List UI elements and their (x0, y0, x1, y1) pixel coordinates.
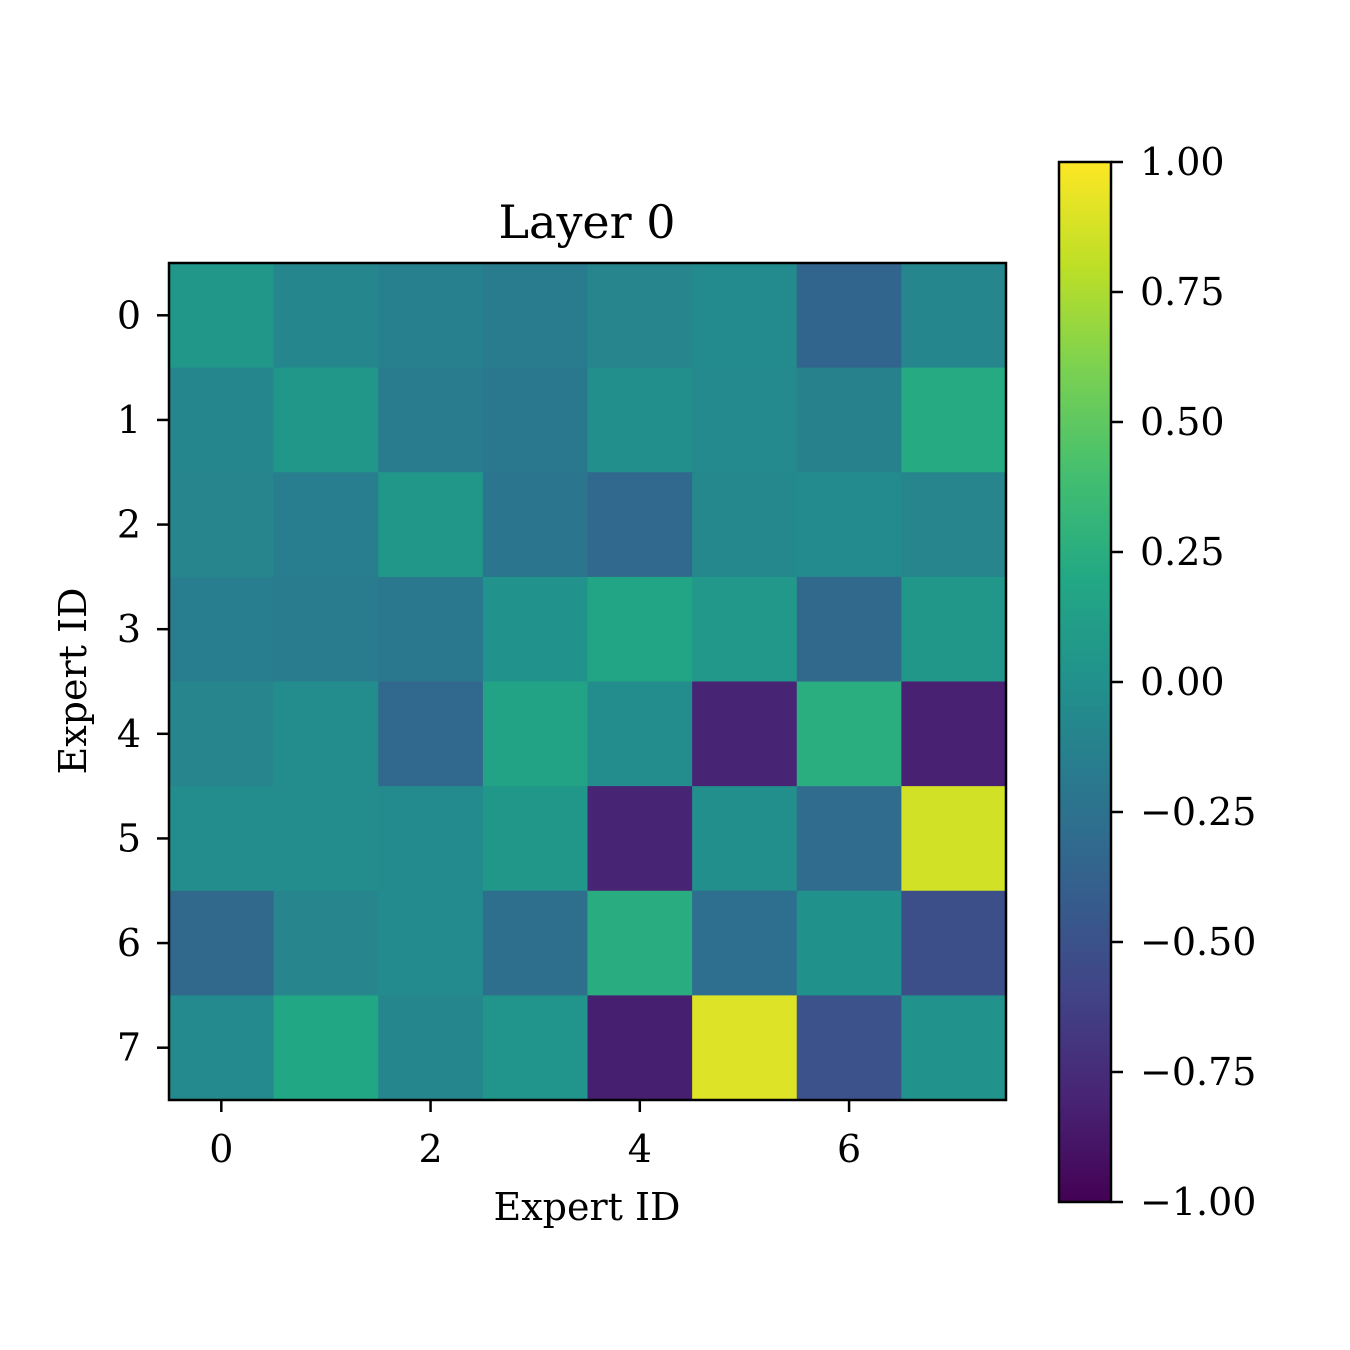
y-tick-label: 5 (117, 816, 141, 860)
heatmap-cell-1-1 (273, 367, 379, 473)
heatmap-cell-2-1 (273, 472, 379, 578)
heatmap-cell-7-1 (273, 995, 379, 1101)
heatmap-cell-7-6 (796, 995, 902, 1101)
heatmap-cell-4-7 (901, 681, 1007, 787)
heatmap-cell-5-5 (692, 786, 798, 892)
heatmap-cell-0-1 (273, 263, 379, 369)
heatmap-cell-1-3 (482, 367, 589, 473)
heatmap-cell-3-1 (273, 576, 379, 683)
heatmap-cell-6-5 (692, 890, 798, 996)
heatmap-cell-7-2 (378, 995, 484, 1101)
heatmap-cell-2-0 (169, 472, 275, 578)
colorbar-ticks: 1.00 0.75 0.50 0.25 0.00 −0.25 −0.50 −0.75 −1.00 (1111, 140, 1256, 1224)
colorbar-tick-label: −0.75 (1140, 1050, 1256, 1094)
heatmap-cell-2-2 (378, 472, 484, 578)
heatmap-cell-3-3 (482, 576, 589, 683)
colorbar-tick-label: 0.25 (1140, 530, 1225, 574)
heatmap-cell-2-4 (587, 472, 693, 578)
heatmap-cell-1-7 (901, 367, 1007, 473)
heatmap-cell-7-5 (692, 995, 798, 1101)
colorbar-tick-label: 0.50 (1140, 400, 1225, 444)
y-tick-label: 1 (117, 398, 141, 442)
colorbar-tick-label: 1.00 (1140, 140, 1225, 184)
heatmap-cell-5-4 (587, 786, 693, 892)
heatmap-cell-0-6 (796, 263, 902, 369)
heatmap-cell-3-6 (796, 576, 902, 683)
heatmap-cell-4-1 (273, 681, 379, 787)
heatmap-cell-0-4 (587, 263, 693, 369)
colorbar (1057, 160, 1113, 1204)
heatmap-cell-5-3 (482, 786, 589, 892)
y-axis-label: Expert ID (51, 588, 95, 775)
x-axis-label: Expert ID (494, 1185, 681, 1229)
heatmap-cell-6-4 (587, 890, 693, 996)
heatmap-cell-6-7 (901, 890, 1007, 996)
heatmap-cell-0-5 (692, 263, 798, 369)
heatmap-cell-1-5 (692, 367, 798, 473)
heatmap-cell-0-2 (378, 263, 484, 369)
heatmap-cell-2-5 (692, 472, 798, 578)
heatmap-cell-2-3 (482, 472, 589, 578)
heatmap-cell-4-4 (587, 681, 693, 787)
heatmap-cell-6-3 (482, 890, 589, 996)
heatmap-cell-1-4 (587, 367, 693, 473)
heatmap-cell-3-7 (901, 576, 1007, 683)
heatmap-cell-4-2 (378, 681, 484, 787)
heatmap-cell-5-1 (273, 786, 379, 892)
heatmap-cell-7-3 (482, 995, 589, 1101)
x-tick-label: 0 (209, 1127, 233, 1171)
heatmap-cell-4-5 (692, 681, 798, 787)
plot-frame (167, 261, 1008, 1102)
heatmap-cell-5-2 (378, 786, 484, 892)
heatmap-cell-1-2 (378, 367, 484, 473)
heatmap-cell-6-6 (796, 890, 902, 996)
y-tick-label: 4 (117, 712, 141, 756)
colorbar-tick-label: −0.50 (1140, 920, 1256, 964)
heatmap-cell-5-0 (169, 786, 275, 892)
y-axis: 0 1 2 3 4 5 6 7 (117, 293, 169, 1070)
x-tick-label: 4 (628, 1127, 652, 1171)
heatmap-cell-4-6 (796, 681, 902, 787)
heatmap-cell-6-2 (378, 890, 484, 996)
heatmap-cell-3-5 (692, 576, 798, 683)
heatmap-cell-4-0 (169, 681, 275, 787)
heatmap-cell-3-0 (169, 576, 275, 683)
heatmap-cell-0-7 (901, 263, 1007, 369)
y-tick-label: 2 (117, 503, 141, 547)
colorbar-tick-label: −1.00 (1140, 1180, 1256, 1224)
chart-title: Layer 0 (498, 195, 675, 249)
heatmap-cell-3-2 (378, 576, 484, 683)
heatmap-cell-1-0 (169, 367, 275, 473)
heatmap-cell-0-0 (169, 263, 275, 369)
heatmap-cell-6-0 (169, 890, 275, 996)
heatmap-cell-5-6 (796, 786, 902, 892)
colorbar-tick-label: 0.00 (1140, 660, 1225, 704)
x-tick-label: 6 (837, 1127, 861, 1171)
y-tick-label: 6 (117, 921, 141, 965)
heatmap-cell-2-7 (901, 472, 1007, 578)
heatmap-cell-7-7 (901, 995, 1007, 1101)
heatmap-cell-0-3 (482, 263, 589, 369)
heatmap-cell-1-6 (796, 367, 902, 473)
heatmap-cell-2-6 (796, 472, 902, 578)
heatmap-cell-5-7 (901, 786, 1007, 892)
colorbar-tick-label: 0.75 (1140, 270, 1225, 314)
y-tick-label: 7 (117, 1026, 141, 1070)
heatmap-cell-6-1 (273, 890, 379, 996)
x-tick-label: 2 (418, 1127, 442, 1171)
colorbar-tick-label: −0.25 (1140, 790, 1256, 834)
heatmap-cell-7-4 (587, 995, 693, 1101)
heatmap-cell-4-3 (482, 681, 589, 787)
y-tick-label: 3 (117, 607, 141, 651)
x-axis: 0 2 4 6 (209, 1100, 861, 1171)
heatmap-cell-3-4 (587, 576, 693, 683)
heatmap-cell-7-0 (169, 995, 275, 1101)
y-tick-label: 0 (117, 293, 141, 337)
heatmap-cells (169, 263, 1007, 1101)
